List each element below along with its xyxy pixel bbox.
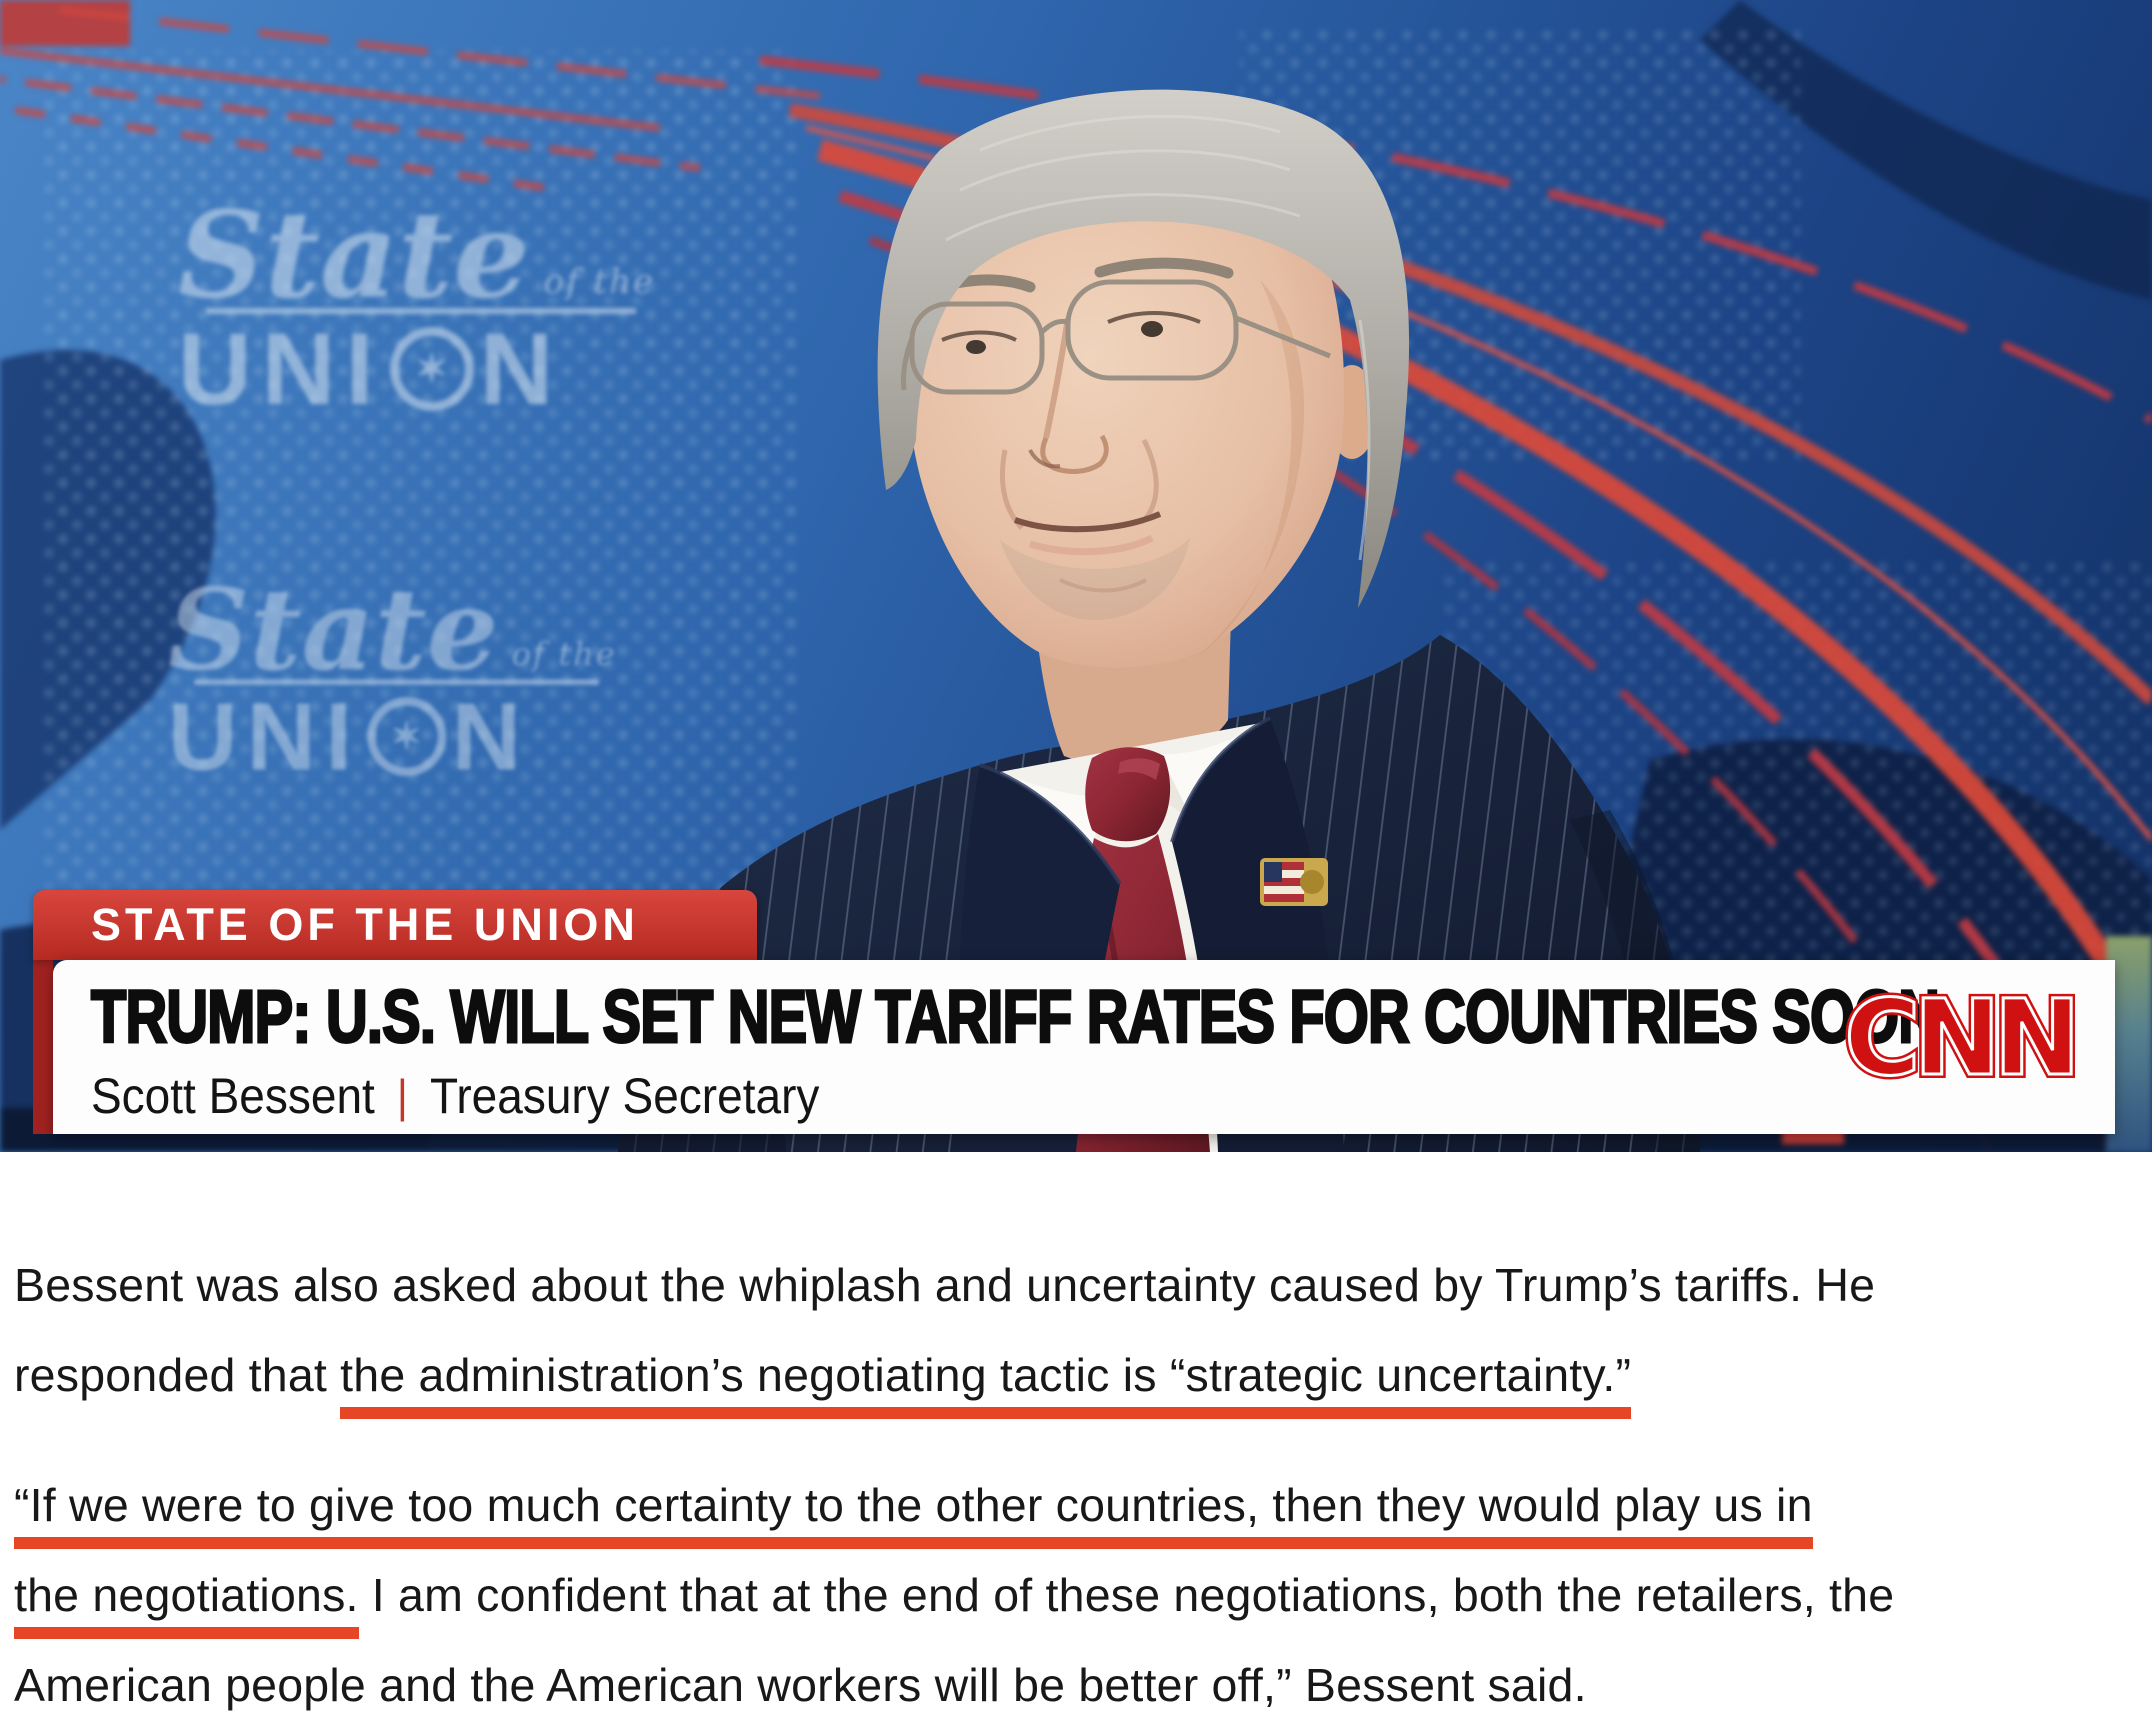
chyron-byline: Scott Bessent | Treasury Secretary [91, 1067, 1953, 1125]
speaker-role: Treasury Secretary [429, 1068, 820, 1124]
hair-strands [945, 114, 1371, 561]
speaker-name: Scott Bessent [91, 1068, 375, 1124]
cnn-logo: CNN CNN [1843, 978, 2075, 1100]
watermark-union: UNI ✶ N [168, 689, 617, 785]
watermark-union-n: N [479, 312, 564, 426]
show-kicker-banner: STATE OF THE UNION [33, 890, 757, 960]
article-paragraph: Bessent was also asked about the whiplas… [14, 1240, 2138, 1420]
article-body: Bessent was also asked about the whiplas… [0, 1152, 2152, 1735]
watermark-rule [206, 308, 636, 314]
article-line: responded that the administration’s nego… [14, 1330, 2138, 1420]
watermark-union-uni: UNI [168, 683, 362, 791]
star-icon: ✶ [390, 715, 423, 758]
video-still: State of the UNI ✶ N State of the UNI ✶ … [0, 0, 2152, 1152]
svg-text:CNN: CNN [1844, 978, 2073, 1099]
watermark-of-the: of the [543, 262, 656, 302]
article-text: American people and the American workers… [14, 1659, 1587, 1711]
watermark-of-the: of the [511, 636, 617, 674]
glasses [901, 279, 1331, 395]
banner-left-red-stripe [33, 952, 53, 1134]
red-underlined-text: “If we were to give too much certainty t… [14, 1479, 1813, 1549]
article-line: American people and the American workers… [14, 1640, 2138, 1730]
watermark-target-o-icon: ✶ [366, 697, 446, 777]
watermark-state: State [178, 185, 530, 326]
flag-pin-icon [1260, 858, 1328, 906]
watermark-union-uni: UNI [178, 312, 384, 426]
chyron-headline: TRUMP: U.S. WILL SET NEW TARIFF RATES FO… [90, 974, 1941, 1060]
watermark-rule [194, 679, 599, 685]
watermark-state: State [168, 563, 499, 697]
article-text: responded that [14, 1349, 341, 1401]
star-icon: ✶ [414, 347, 449, 391]
red-underlined-text: the negotiations. [14, 1569, 359, 1639]
article-paragraph: “If we were to give too much certainty t… [14, 1460, 2138, 1730]
svg-text:CNN: CNN [1844, 978, 2073, 1099]
watermark-union: UNI ✶ N [178, 318, 655, 420]
state-of-the-union-watermark: State of the UNI ✶ N [178, 185, 656, 421]
watermark-union-n: N [451, 683, 531, 791]
kicker-text: STATE OF THE UNION [91, 899, 639, 950]
hair [877, 89, 1410, 608]
article-text: Bessent was also asked about the whiplas… [14, 1259, 1876, 1311]
article-line: Bessent was also asked about the whiplas… [14, 1240, 2138, 1330]
article-line: the negotiations. I am confident that at… [14, 1550, 2138, 1640]
face [907, 164, 1345, 668]
article-text: I am confident that at the end of these … [358, 1569, 1895, 1621]
red-underlined-text: the administration’s negotiating tactic … [340, 1349, 1632, 1419]
lower-third-banner: TRUMP: U.S. WILL SET NEW TARIFF RATES FO… [53, 960, 2115, 1134]
byline-separator: | [396, 1070, 408, 1122]
article-line: “If we were to give too much certainty t… [14, 1460, 2138, 1550]
state-of-the-union-watermark: State of the UNI ✶ N [168, 574, 617, 785]
watermark-target-o-icon: ✶ [389, 327, 474, 411]
